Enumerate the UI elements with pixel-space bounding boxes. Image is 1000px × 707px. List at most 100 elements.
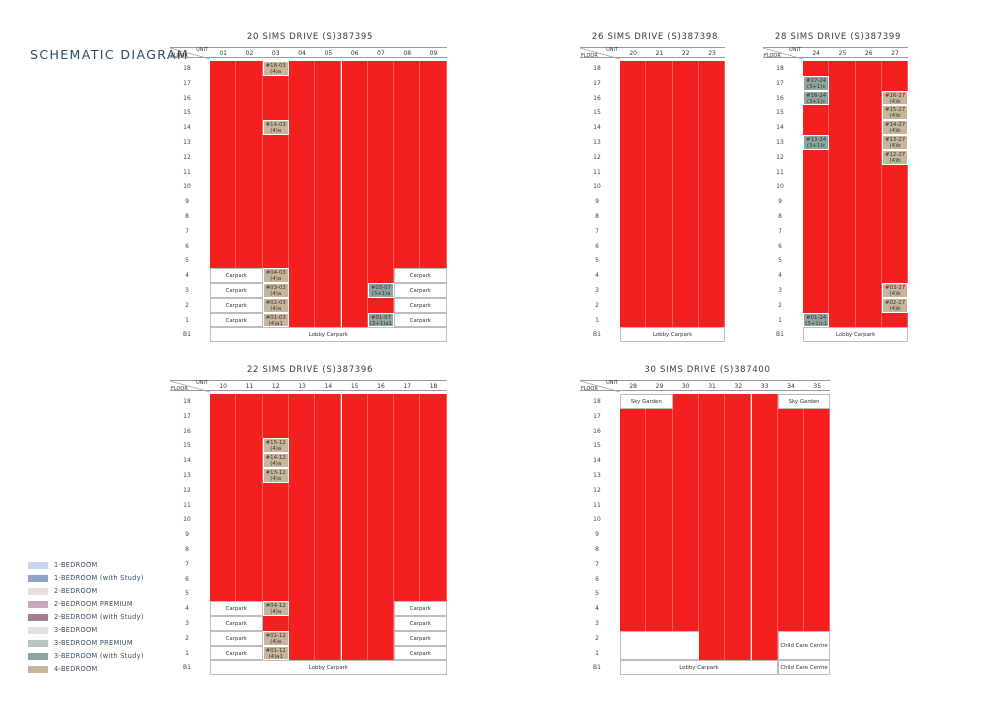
unit-cell-available[interactable]: #15-12 (4)a [262, 438, 289, 454]
unit-cell-sold[interactable] [725, 482, 752, 498]
unit-cell-sold[interactable] [367, 179, 395, 195]
unit-cell-sold[interactable] [829, 149, 856, 165]
unit-cell-sold[interactable] [620, 223, 647, 239]
unit-cell-sold[interactable] [777, 468, 805, 483]
unit-cell-sold[interactable] [341, 453, 368, 468]
unit-cell-sold[interactable] [420, 223, 447, 239]
unit-cell-sold[interactable] [646, 253, 673, 269]
unit-cell-sold[interactable] [420, 179, 447, 195]
unit-cell-sold[interactable] [394, 179, 421, 195]
unit-cell-sold[interactable] [646, 75, 673, 91]
unit-cell-sold[interactable] [236, 571, 263, 587]
unit-cell-sold[interactable] [367, 586, 395, 602]
unit-cell-sold[interactable] [341, 394, 368, 409]
unit-cell-sold[interactable] [315, 90, 342, 106]
unit-cell-sold[interactable] [288, 223, 316, 239]
unit-cell-sold[interactable] [777, 423, 805, 439]
unit-cell-sold[interactable] [367, 75, 395, 91]
unit-cell-available[interactable]: #01-24 (3+1)c1 [803, 312, 830, 328]
unit-cell-sold[interactable] [367, 408, 395, 424]
unit-cell-sold[interactable] [646, 482, 673, 498]
unit-cell-sold[interactable] [725, 645, 752, 661]
unit-cell-sold[interactable] [829, 179, 856, 195]
unit-cell-sold[interactable] [620, 120, 647, 135]
unit-cell-sold[interactable] [236, 438, 263, 454]
unit-cell-sold[interactable] [698, 453, 726, 468]
unit-cell-sold[interactable] [262, 105, 289, 121]
unit-cell-sold[interactable] [315, 61, 342, 76]
unit-cell-sold[interactable] [881, 312, 909, 328]
unit-cell-sold[interactable] [855, 149, 882, 165]
unit-cell-sold[interactable] [262, 149, 289, 165]
unit-cell-sold[interactable] [698, 601, 726, 616]
unit-cell-sold[interactable] [288, 586, 316, 602]
unit-cell-sold[interactable] [646, 105, 673, 121]
unit-cell-sold[interactable] [646, 512, 673, 528]
unit-cell-sold[interactable] [804, 438, 831, 454]
unit-cell-sold[interactable] [236, 468, 263, 483]
unit-cell-sold[interactable] [315, 297, 342, 313]
unit-cell-sold[interactable] [751, 468, 778, 483]
unit-cell-sold[interactable] [672, 468, 699, 483]
unit-cell-sold[interactable] [341, 586, 368, 602]
unit-cell-sold[interactable] [394, 135, 421, 150]
unit-cell-sold[interactable] [725, 408, 752, 424]
unit-cell-sold[interactable] [420, 120, 447, 135]
unit-cell-available[interactable]: #12-27 (4)b [881, 149, 909, 165]
unit-cell-available[interactable]: #15-27 (4)b [881, 105, 909, 121]
unit-cell-sold[interactable] [236, 120, 263, 135]
unit-cell-sold[interactable] [620, 468, 647, 483]
unit-cell-sold[interactable] [341, 238, 368, 254]
unit-cell-sold[interactable] [341, 571, 368, 587]
unit-cell-sold[interactable] [210, 527, 237, 542]
unit-cell-sold[interactable] [620, 408, 647, 424]
unit-cell-sold[interactable] [646, 312, 673, 328]
unit-cell-sold[interactable] [367, 438, 395, 454]
unit-cell-sold[interactable] [262, 135, 289, 150]
unit-cell-sold[interactable] [672, 75, 699, 91]
unit-cell-sold[interactable] [620, 194, 647, 209]
unit-cell-available[interactable]: #14-27 (4)b [881, 120, 909, 135]
unit-cell-sold[interactable] [236, 253, 263, 269]
unit-cell-sold[interactable] [803, 194, 830, 209]
unit-cell-sold[interactable] [646, 468, 673, 483]
unit-cell-sold[interactable] [341, 497, 368, 513]
unit-cell-sold[interactable] [210, 512, 237, 528]
unit-cell-sold[interactable] [210, 468, 237, 483]
unit-cell-sold[interactable] [420, 408, 447, 424]
unit-cell-sold[interactable] [672, 542, 699, 557]
unit-cell-sold[interactable] [367, 149, 395, 165]
unit-cell-sold[interactable] [420, 586, 447, 602]
unit-cell-sold[interactable] [315, 497, 342, 513]
unit-cell-sold[interactable] [698, 408, 726, 424]
unit-cell-sold[interactable] [804, 616, 831, 631]
unit-cell-sold[interactable] [236, 61, 263, 76]
unit-cell-sold[interactable] [855, 268, 882, 283]
unit-cell-sold[interactable] [341, 630, 368, 646]
unit-cell-sold[interactable] [881, 61, 909, 76]
unit-cell-sold[interactable] [367, 268, 395, 283]
unit-cell-sold[interactable] [288, 601, 316, 616]
unit-cell-sold[interactable] [855, 283, 882, 298]
unit-cell-sold[interactable] [803, 164, 830, 180]
unit-cell-available[interactable]: #02-27 (4)b [881, 297, 909, 313]
unit-cell-sold[interactable] [367, 61, 395, 76]
unit-cell-sold[interactable] [855, 105, 882, 121]
unit-cell-sold[interactable] [881, 238, 909, 254]
unit-cell-sold[interactable] [672, 223, 699, 239]
unit-cell-sold[interactable] [725, 630, 752, 646]
unit-cell-sold[interactable] [620, 238, 647, 254]
unit-cell-sold[interactable] [341, 408, 368, 424]
unit-cell-sold[interactable] [829, 75, 856, 91]
unit-cell-sold[interactable] [367, 616, 395, 631]
unit-cell-sold[interactable] [262, 179, 289, 195]
unit-cell-sold[interactable] [262, 512, 289, 528]
unit-cell-sold[interactable] [341, 90, 368, 106]
unit-cell-available[interactable]: #04-03 (4)a [262, 268, 289, 283]
unit-cell-sold[interactable] [725, 423, 752, 439]
unit-cell-sold[interactable] [236, 497, 263, 513]
unit-cell-sold[interactable] [262, 90, 289, 106]
unit-cell-sold[interactable] [777, 453, 805, 468]
unit-cell-sold[interactable] [672, 423, 699, 439]
unit-cell-sold[interactable] [646, 238, 673, 254]
